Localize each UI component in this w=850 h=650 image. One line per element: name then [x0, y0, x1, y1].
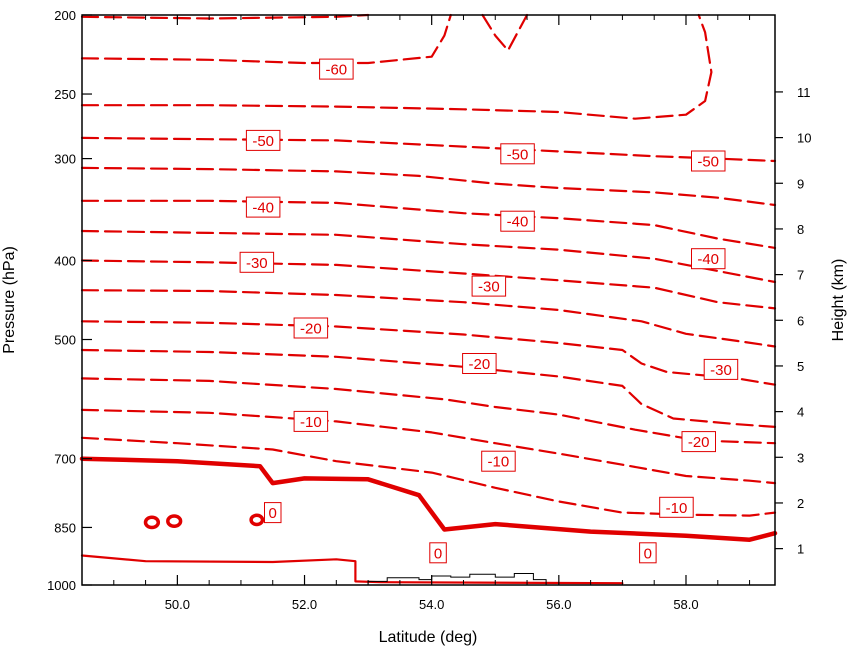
contour-label-11: -20 — [469, 356, 491, 373]
x-tick-label-4: 58.0 — [673, 597, 698, 612]
contour-line-8 — [80, 259, 777, 310]
x-tick-label-1: 52.0 — [292, 597, 317, 612]
contour-label-10: -20 — [300, 321, 322, 338]
right-axis-title: Height (km) — [830, 259, 847, 342]
x-tick-label-2: 54.0 — [419, 597, 444, 612]
contour-closed-feature-2 — [249, 513, 265, 527]
contour-label-layer: -60 -50 -50 -50 -40 -40 -40 -30 -30 -30 -20 -20 -20 -… — [239, 58, 739, 564]
contour-label-6: -40 — [697, 251, 719, 268]
x-axis-title: Latitude (deg) — [379, 629, 478, 646]
right-tick-label-2: 3 — [797, 450, 804, 465]
contour-line-13 — [80, 408, 777, 485]
left-tick-label-1: 250 — [54, 87, 76, 102]
contour-label-box-12 — [681, 431, 716, 453]
contour-line-11 — [80, 348, 777, 428]
x-tick-label-3: 56.0 — [546, 597, 571, 612]
contour-label-box-14 — [481, 450, 516, 472]
contour-label-2: -50 — [507, 146, 529, 163]
x-tick-label-0: 50.0 — [165, 597, 190, 612]
contour-label-box-18 — [639, 542, 657, 564]
contour-label-box-3 — [691, 150, 726, 172]
right-tick-label-9: 10 — [797, 131, 811, 146]
contour-label-box-17 — [429, 542, 447, 564]
contour-label-0: -60 — [325, 62, 347, 79]
contour-label-box-7 — [239, 251, 275, 273]
contour-label-box-4 — [245, 196, 281, 218]
contour-label-16: 0 — [269, 505, 277, 522]
contour-line-3 — [80, 13, 713, 120]
left-tick-label-6: 850 — [54, 520, 76, 535]
left-tick-label-2: 300 — [54, 152, 76, 167]
contour-label-box-0 — [319, 58, 354, 80]
contour-label-9: -30 — [710, 362, 732, 379]
contour-closed-feature-1 — [166, 514, 183, 528]
right-tick-label-3: 4 — [797, 405, 804, 420]
contour-label-box-2 — [500, 143, 535, 165]
contour-label-box-13 — [293, 410, 329, 432]
contour-label-box-5 — [500, 210, 535, 232]
contour-line-2 — [481, 13, 529, 52]
contour-closed-feature-0 — [143, 515, 161, 530]
contour-label-box-11 — [462, 353, 497, 374]
contour-label-box-6 — [691, 248, 726, 270]
contour-label-box-10 — [293, 317, 329, 339]
right-tick-label-7: 8 — [797, 222, 804, 237]
left-tick-label-4: 500 — [54, 333, 76, 348]
contour-line-4 — [80, 136, 777, 163]
contour-label-box-15 — [659, 496, 694, 518]
x-axis: 50.0 52.0 54.0 56.0 58.0 — [81, 15, 751, 612]
contour-line-12 — [80, 377, 777, 445]
contour-label-box-8 — [471, 275, 507, 297]
right-tick-label-1: 2 — [797, 496, 804, 511]
right-tick-label-10: 11 — [797, 85, 811, 100]
left-axis: 200 250 300 400 500 700 850 1000 — [47, 8, 92, 593]
contour-label-15: -10 — [666, 500, 688, 517]
right-axis: 1 2 3 4 5 6 7 8 9 10 11 — [775, 85, 811, 557]
contour-label-box-16 — [264, 502, 282, 524]
contour-line-5 — [80, 166, 777, 207]
left-tick-label-3: 400 — [54, 253, 76, 268]
contour-label-14: -10 — [488, 454, 510, 471]
contour-line-15 — [79, 456, 778, 542]
left-tick-label-7: 1000 — [47, 578, 76, 593]
left-tick-label-0: 200 — [54, 8, 76, 23]
left-tick-label-5: 700 — [54, 452, 76, 467]
contour-label-box-9 — [703, 358, 739, 380]
contour-line-9 — [80, 289, 777, 348]
contour-label-17: 0 — [434, 545, 442, 562]
plot-frame — [81, 14, 776, 586]
contour-label-1: -50 — [252, 133, 274, 150]
terrain-outline — [355, 573, 547, 586]
contour-label-8: -30 — [478, 279, 500, 296]
contour-label-12: -20 — [688, 434, 710, 451]
contour-label-7: -30 — [246, 255, 268, 272]
contour-label-5: -40 — [507, 214, 529, 231]
right-tick-label-5: 6 — [797, 313, 804, 328]
contour-line-14 — [80, 436, 777, 517]
right-tick-label-6: 7 — [797, 268, 804, 283]
contour-label-3: -50 — [697, 154, 719, 171]
contour-line-10 — [80, 320, 777, 386]
contour-label-box-1 — [245, 129, 281, 151]
contour-label-18: 0 — [644, 545, 652, 562]
right-tick-label-0: 1 — [797, 542, 804, 557]
contour-line-16 — [80, 554, 624, 585]
left-axis-title: Pressure (hPa) — [1, 246, 18, 354]
right-tick-label-4: 5 — [797, 359, 804, 374]
contour-line-7 — [80, 229, 777, 284]
contour-label-4: -40 — [252, 200, 274, 217]
contour-line-1 — [80, 13, 452, 65]
right-tick-label-8: 9 — [797, 176, 804, 191]
terrain-layer — [355, 573, 547, 586]
contour-label-13: -10 — [300, 414, 322, 431]
